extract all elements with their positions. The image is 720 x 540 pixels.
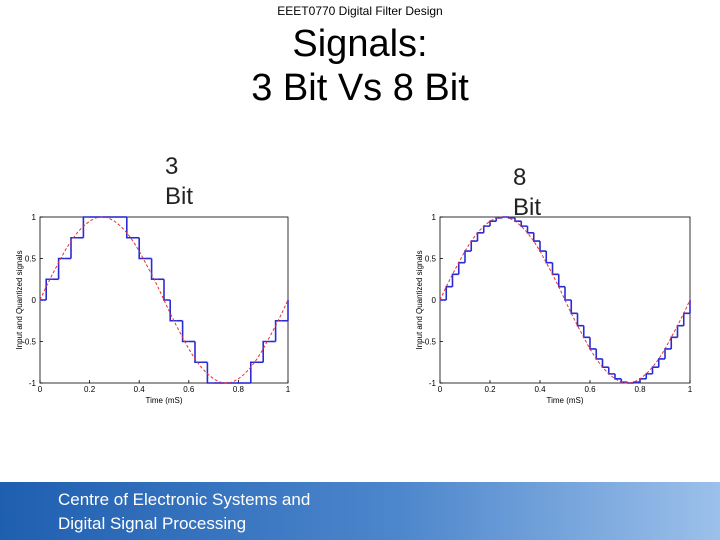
quantized-step bbox=[601, 358, 609, 369]
y-axis-label: Input and Quantized signals bbox=[415, 250, 424, 349]
quantized-step bbox=[657, 358, 665, 368]
quantized-step bbox=[274, 319, 282, 342]
quantized-step bbox=[570, 300, 578, 315]
quantized-step bbox=[476, 231, 484, 242]
footer-band: Centre of Electronic Systems and Digital… bbox=[0, 482, 720, 540]
chart-label: 3 Bit bbox=[165, 153, 194, 210]
quantized-step bbox=[482, 225, 490, 233]
y-tick-label: -1 bbox=[29, 379, 37, 388]
quantized-step bbox=[181, 320, 189, 343]
charts: 0 0.2 0.4 0.6 0.8 1 -1 -0.5 0 0.5 1 Time (mS) Input … bbox=[15, 213, 693, 405]
quantized-step bbox=[163, 279, 171, 301]
x-tick-label: 0.2 bbox=[484, 385, 496, 394]
quantized-step bbox=[589, 337, 597, 350]
y-tick-label: 0 bbox=[32, 296, 37, 305]
x-axis-label: Time (mS) bbox=[145, 396, 182, 405]
quantized-step bbox=[676, 324, 684, 338]
y-tick-label: 1 bbox=[432, 213, 437, 222]
x-tick-label: 0.4 bbox=[134, 385, 146, 394]
x-tick-label: 0.8 bbox=[233, 385, 245, 394]
y-tick-label: 1 bbox=[32, 213, 37, 222]
quantized-step bbox=[126, 217, 133, 239]
quantized-step bbox=[651, 366, 659, 374]
quantized-step bbox=[520, 221, 528, 227]
quantized-step bbox=[551, 262, 559, 276]
quantized-step bbox=[532, 232, 540, 242]
slide-title: Signals: 3 Bit Vs 8 Bit bbox=[0, 22, 720, 110]
quantized-step bbox=[582, 325, 590, 339]
header: EEET0770 Digital Filter Design bbox=[277, 4, 443, 18]
quantized-step bbox=[539, 241, 547, 252]
quantized-step bbox=[169, 300, 177, 322]
quantized-step bbox=[632, 381, 640, 383]
quantized-step bbox=[489, 220, 497, 227]
quantized-step bbox=[664, 348, 672, 359]
quantized-step bbox=[670, 336, 678, 349]
y-axis-label: Input and Quantized signals bbox=[15, 250, 24, 349]
x-tick-label: 0.2 bbox=[84, 385, 96, 394]
quantized-step bbox=[620, 378, 628, 383]
quantized-step bbox=[70, 236, 78, 259]
quantized-step bbox=[607, 367, 615, 375]
quantized-step bbox=[545, 251, 553, 264]
footer-line: Digital Signal Processing bbox=[58, 514, 247, 533]
quantized-step bbox=[576, 313, 584, 327]
quantized-step bbox=[526, 226, 534, 234]
quantized-step bbox=[595, 348, 603, 360]
y-tick-label: 0.5 bbox=[425, 255, 437, 264]
x-tick-label: 0.4 bbox=[534, 385, 546, 394]
title-line: 3 Bit Vs 8 Bit bbox=[251, 67, 469, 109]
quantized-step bbox=[451, 273, 459, 287]
y-tick-label: 0 bbox=[432, 296, 437, 305]
quantized-step bbox=[645, 373, 653, 379]
input-signal bbox=[39, 216, 289, 384]
x-tick-label: 1 bbox=[688, 385, 693, 394]
quantized-step bbox=[82, 216, 90, 238]
footer-line: Centre of Electronic Systems and bbox=[58, 490, 311, 509]
x-tick-label: 0 bbox=[38, 385, 43, 394]
quantized-step bbox=[206, 362, 214, 384]
x-axis-label: Time (mS) bbox=[546, 396, 583, 405]
chart-label: 8 Bit bbox=[513, 164, 542, 221]
quantized-step bbox=[194, 341, 202, 364]
quantized-step bbox=[564, 286, 572, 301]
y-tick-label: 0.5 bbox=[25, 255, 37, 264]
quantized-step bbox=[557, 274, 565, 288]
quantized-step bbox=[457, 261, 465, 275]
title-line: Signals: bbox=[292, 23, 428, 65]
quantized-step bbox=[470, 240, 478, 252]
x-tick-label: 0.6 bbox=[584, 385, 596, 394]
x-tick-label: 0 bbox=[438, 385, 443, 394]
quantized-step bbox=[614, 373, 622, 380]
quantized-step bbox=[464, 250, 472, 263]
quantized-step bbox=[57, 257, 65, 280]
quantized-step bbox=[495, 217, 503, 222]
y-tick-label: -0.5 bbox=[22, 338, 36, 347]
quantized-step bbox=[682, 312, 690, 326]
quantized-step bbox=[45, 278, 53, 300]
y-tick-label: -1 bbox=[429, 379, 437, 388]
x-tick-label: 0.8 bbox=[634, 385, 646, 394]
quantized-step bbox=[150, 258, 158, 281]
quantized-step bbox=[507, 217, 515, 219]
quantized-step bbox=[262, 340, 270, 363]
quantized-step bbox=[250, 361, 257, 383]
quantized-step bbox=[445, 285, 453, 300]
quantized-step bbox=[138, 237, 146, 260]
x-tick-label: 0.6 bbox=[183, 385, 195, 394]
quantized-step bbox=[639, 378, 647, 383]
x-tick-label: 1 bbox=[286, 385, 291, 394]
input-signal bbox=[439, 216, 691, 384]
y-tick-label: -0.5 bbox=[422, 338, 436, 347]
